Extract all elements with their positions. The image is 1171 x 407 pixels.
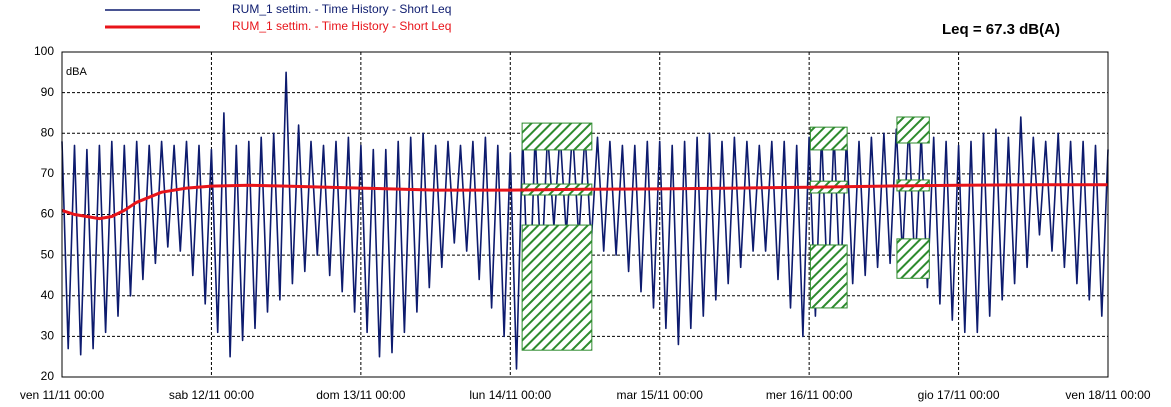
excluded-region bbox=[896, 238, 930, 279]
y-axis-label: dBA bbox=[66, 66, 87, 78]
y-tick-label: 100 bbox=[34, 44, 54, 58]
excluded-region bbox=[521, 122, 593, 151]
y-tick-label: 70 bbox=[41, 166, 55, 180]
excluded-region bbox=[809, 126, 848, 151]
y-tick-label: 30 bbox=[41, 329, 55, 343]
y-tick-label: 40 bbox=[41, 288, 55, 302]
x-tick-label: ven 11/11 00:00 bbox=[20, 388, 105, 402]
y-tick-label: 90 bbox=[41, 85, 55, 99]
x-tick-label: mar 15/11 00:00 bbox=[616, 388, 703, 402]
series-line bbox=[61, 183, 1108, 221]
excluded-region bbox=[521, 224, 593, 351]
x-tick-label: sab 12/11 00:00 bbox=[169, 388, 255, 402]
y-tick-label: 50 bbox=[41, 247, 55, 261]
legend-label: RUM_1 settim. - Time History - Short Leq bbox=[232, 2, 451, 16]
annotation: Leq = 67.3 dB(A) bbox=[942, 21, 1060, 38]
y-tick-label: 20 bbox=[41, 369, 55, 383]
x-tick-label: dom 13/11 00:00 bbox=[316, 388, 406, 402]
x-tick-label: gio 17/11 00:00 bbox=[918, 388, 1000, 402]
x-tick-label: mer 16/11 00:00 bbox=[766, 388, 853, 402]
x-tick-label: ven 18/11 00:00 bbox=[1065, 388, 1151, 402]
excluded-region bbox=[896, 116, 930, 144]
legend-label: RUM_1 settim. - Time History - Short Leq bbox=[232, 19, 451, 33]
plot-border bbox=[61, 51, 1109, 378]
y-tick-label: 80 bbox=[41, 125, 55, 139]
y-tick-label: 60 bbox=[41, 207, 55, 221]
x-tick-label: lun 14/11 00:00 bbox=[469, 388, 551, 402]
excluded-region bbox=[809, 244, 848, 309]
